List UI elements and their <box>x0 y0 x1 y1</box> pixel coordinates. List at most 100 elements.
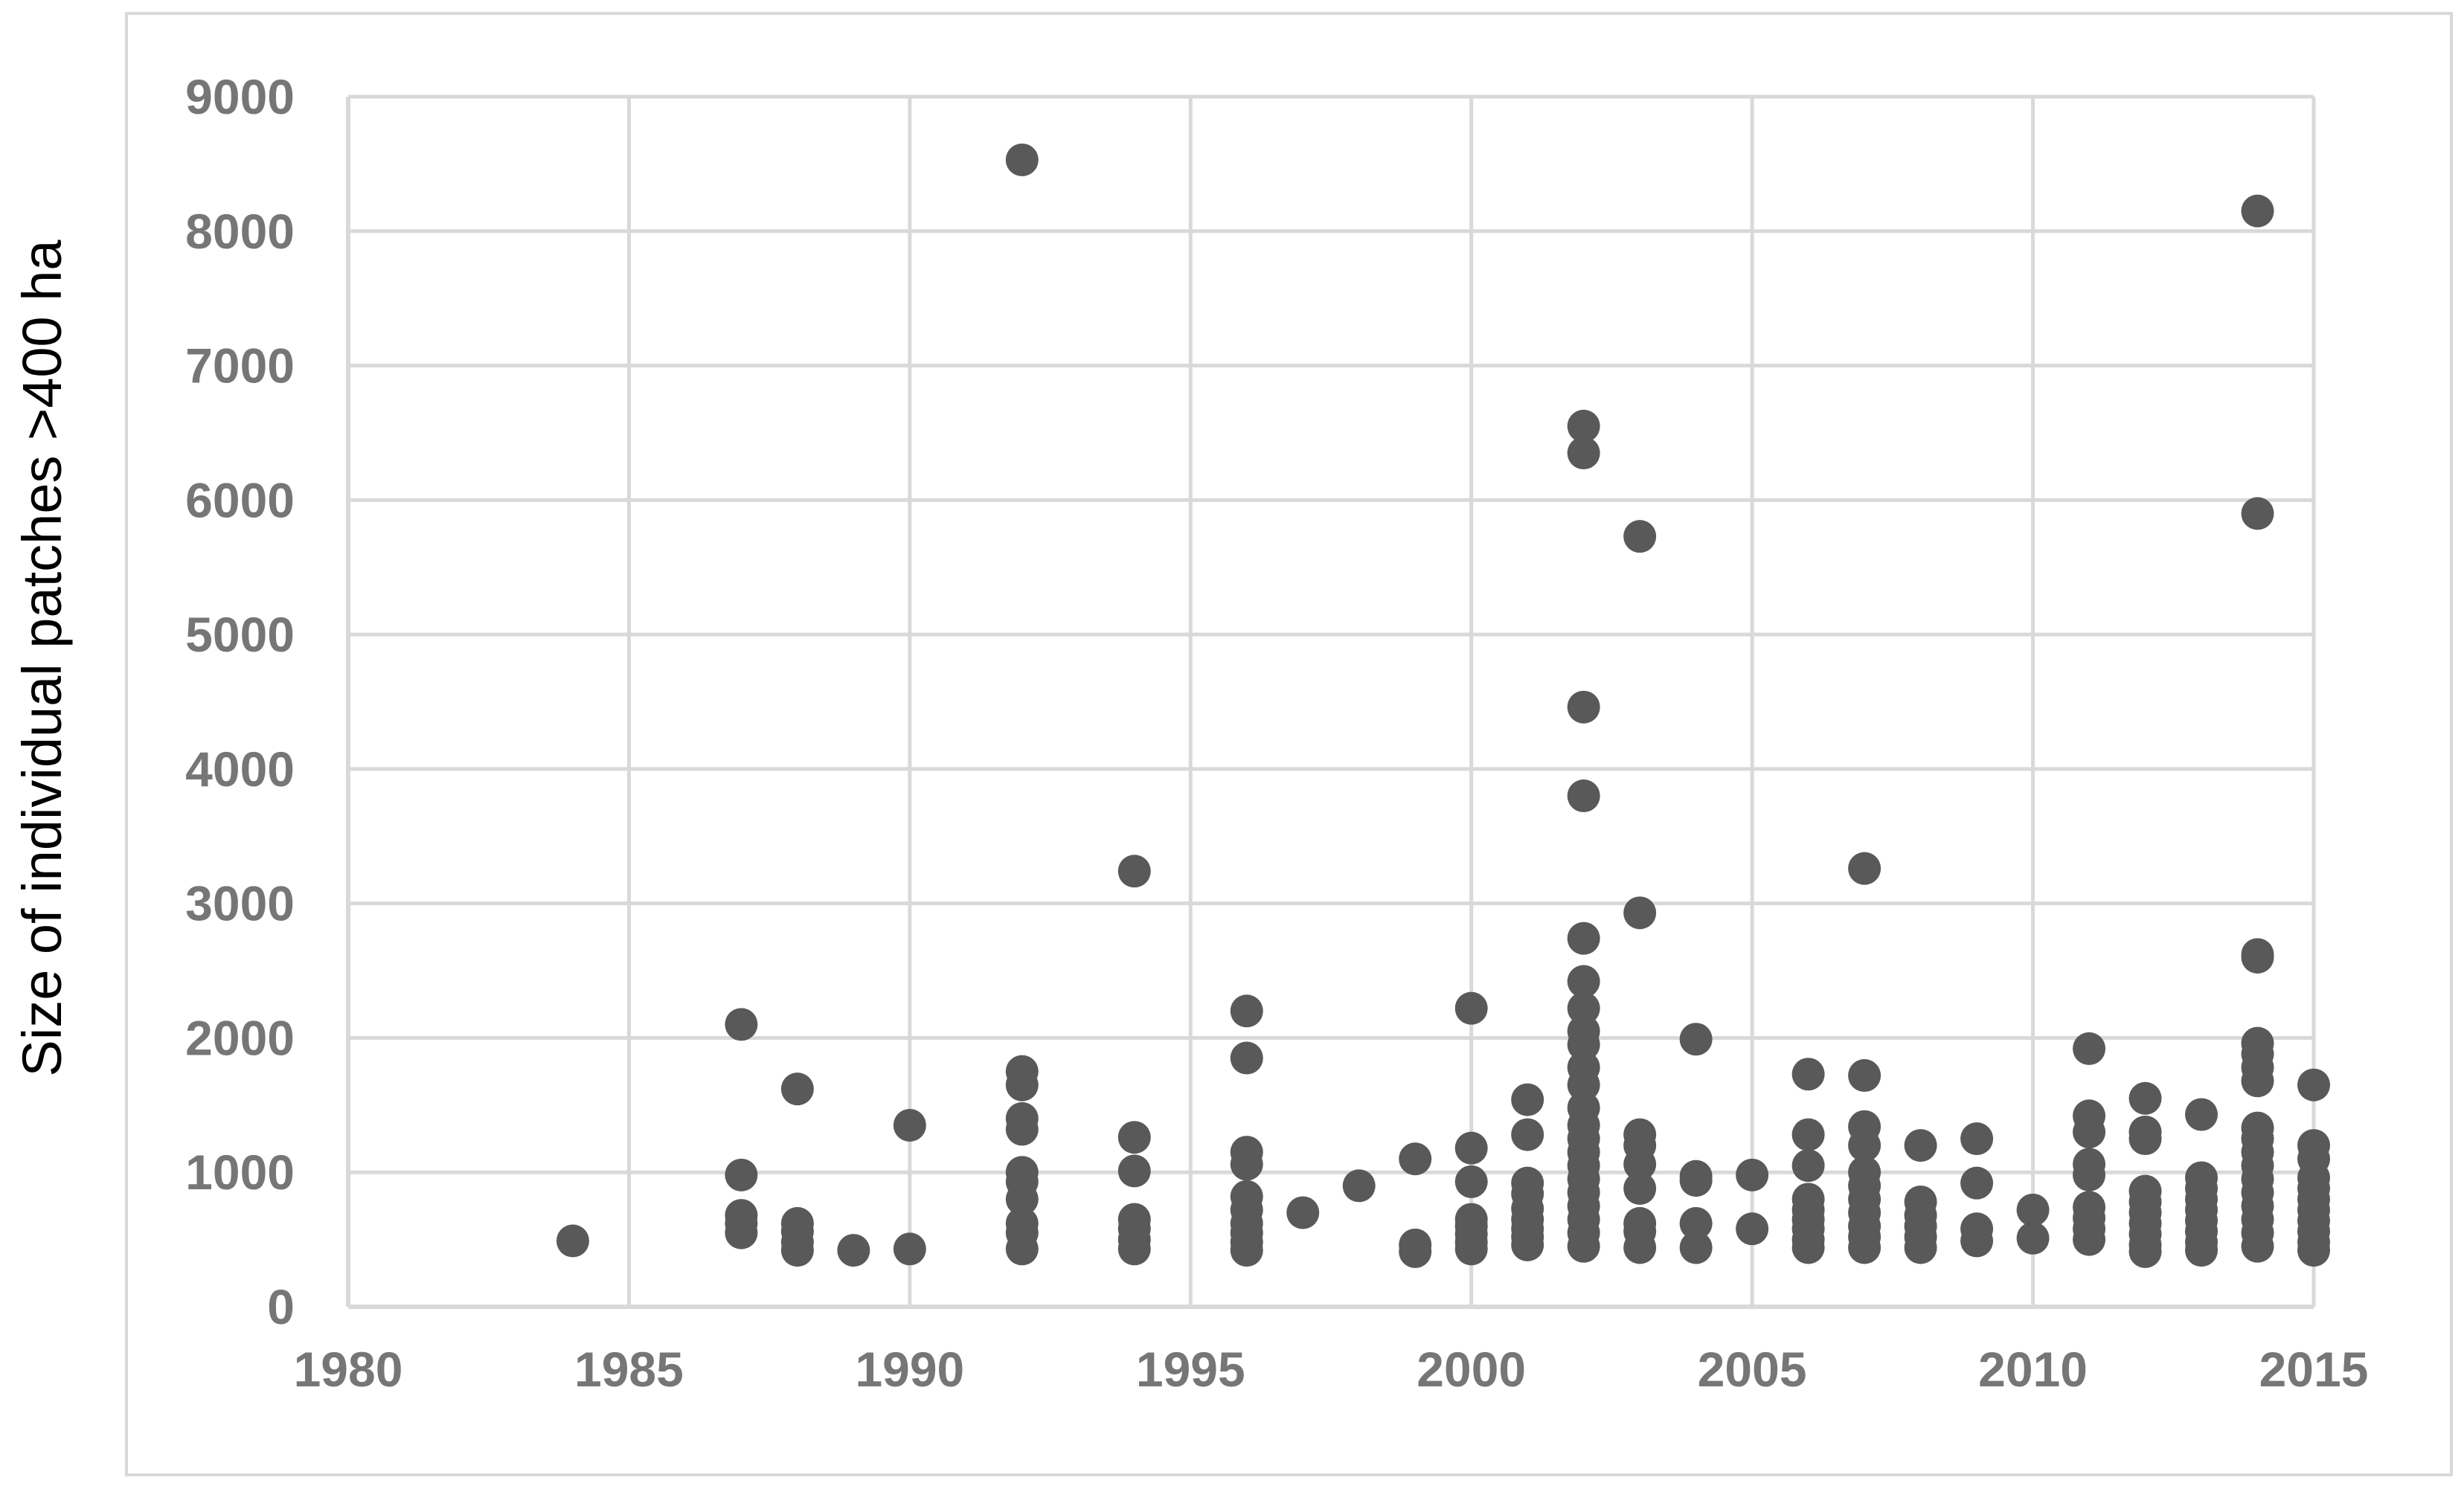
scatter-point <box>1567 779 1600 813</box>
scatter-point <box>2073 1032 2106 1065</box>
scatter-point <box>1623 1171 1657 1205</box>
scatter-point <box>1511 1118 1544 1151</box>
scatter-point <box>2073 1223 2106 1256</box>
x-tick-label: 2015 <box>2259 1342 2369 1397</box>
scatter-point <box>1736 1212 1769 1246</box>
scatter-point <box>780 1234 814 1267</box>
x-tick-label: 2005 <box>1698 1342 1807 1397</box>
scatter-point <box>1342 1169 1376 1203</box>
scatter-point <box>1960 1122 1994 1156</box>
scatter-point <box>1230 994 1263 1028</box>
scatter-point <box>725 1008 758 1041</box>
scatter-point <box>1791 1149 1825 1183</box>
scatter-point <box>725 1158 758 1191</box>
scatter-point <box>2241 194 2274 228</box>
scatter-point <box>2016 1193 2050 1226</box>
scatter-point <box>1511 1083 1544 1116</box>
scatter-point <box>1848 1059 1881 1093</box>
scatter-point <box>2241 497 2274 530</box>
scatter-point <box>1791 1058 1825 1091</box>
scatter-point <box>1567 437 1600 470</box>
scatter-point <box>1005 1113 1039 1146</box>
scatter-point <box>1848 852 1881 885</box>
x-tick-label: 1985 <box>574 1342 684 1397</box>
scatter-point <box>780 1072 814 1106</box>
scatter-point <box>2297 1234 2330 1267</box>
scatter-point <box>1791 1118 1825 1151</box>
scatter-point <box>1567 991 1600 1025</box>
scatter-point <box>2128 1081 2162 1115</box>
scatter-point <box>1005 1183 1039 1216</box>
scatter-point <box>1567 409 1600 443</box>
y-tick-label: 9000 <box>185 69 295 124</box>
x-tick-label: 2000 <box>1417 1342 1526 1397</box>
scatter-point <box>1230 1041 1263 1075</box>
scatter-point <box>1005 1232 1039 1266</box>
scatter-point <box>1567 690 1600 724</box>
scatter-point <box>1286 1196 1320 1229</box>
scatter-point <box>1117 1121 1151 1154</box>
scatter-point <box>2185 1098 2218 1131</box>
scatter-point <box>1511 1228 1544 1261</box>
scatter-point <box>1679 1023 1713 1056</box>
scatter-point <box>2241 1229 2274 1263</box>
scatter-point <box>1679 1231 1713 1264</box>
scatter-point <box>1623 520 1657 553</box>
scatter-point <box>1454 1165 1488 1198</box>
scatter-point <box>1623 896 1657 930</box>
data-points <box>556 143 2330 1268</box>
scatter-point <box>2073 1115 2106 1148</box>
scatter-point <box>1567 1028 1600 1061</box>
scatter-point <box>1454 1131 1488 1165</box>
scatter-point <box>1904 1231 1937 1264</box>
scatter-point <box>1960 1224 1994 1258</box>
y-tick-label: 3000 <box>185 876 295 931</box>
x-tick-label: 1990 <box>855 1342 964 1397</box>
scatter-point <box>1399 1235 1432 1268</box>
scatter-point <box>725 1216 758 1250</box>
scatter-point <box>1960 1166 1994 1200</box>
scatter-point <box>1623 1231 1657 1264</box>
scatter-point <box>893 1108 926 1142</box>
x-tick-label: 2010 <box>1978 1342 2088 1397</box>
y-tick-label: 7000 <box>185 338 295 393</box>
scatter-point <box>2241 1064 2274 1098</box>
y-tick-label: 5000 <box>185 607 295 662</box>
scatter-point <box>1736 1158 1769 1191</box>
scatter-point <box>1904 1129 1937 1162</box>
scatter-point <box>1567 922 1600 955</box>
scatter-point <box>1567 1068 1600 1102</box>
scatter-point <box>1117 1154 1151 1188</box>
scatter-point <box>2185 1234 2218 1267</box>
scatter-point <box>893 1232 926 1266</box>
y-tick-label: 6000 <box>185 472 295 527</box>
axes <box>346 97 2314 1309</box>
scatter-point <box>2016 1221 2050 1255</box>
scatter-point <box>1230 1148 1263 1181</box>
y-tick-label: 2000 <box>185 1010 295 1065</box>
scatter-point <box>2297 1068 2330 1102</box>
scatter-point <box>1623 1148 1657 1181</box>
scatter-point <box>1567 965 1600 998</box>
chart-border <box>125 12 2453 1476</box>
scatter-point <box>1230 1234 1263 1267</box>
scatter-point <box>2128 1122 2162 1156</box>
scatter-point <box>1117 1232 1151 1266</box>
scatter-point <box>556 1224 589 1258</box>
x-tick-label: 1980 <box>294 1342 403 1397</box>
scatter-point <box>1117 855 1151 888</box>
scatter-point <box>837 1234 870 1267</box>
scatter-point <box>1399 1142 1432 1176</box>
y-tick-label: 0 <box>267 1279 295 1334</box>
scatter-point <box>1848 1231 1881 1264</box>
y-tick-label: 1000 <box>185 1145 295 1200</box>
scatter-point <box>1005 143 1039 176</box>
scatter-point <box>1848 1129 1881 1162</box>
scatter-point <box>1567 1229 1600 1263</box>
scatter-point <box>1005 1068 1039 1102</box>
tick-labels: 0 1000 2000 3000 4000 5000 6000 7000 8000 9000 198… <box>185 69 2368 1397</box>
scatter-point <box>1679 1164 1713 1197</box>
scatter-point <box>2073 1158 2106 1191</box>
